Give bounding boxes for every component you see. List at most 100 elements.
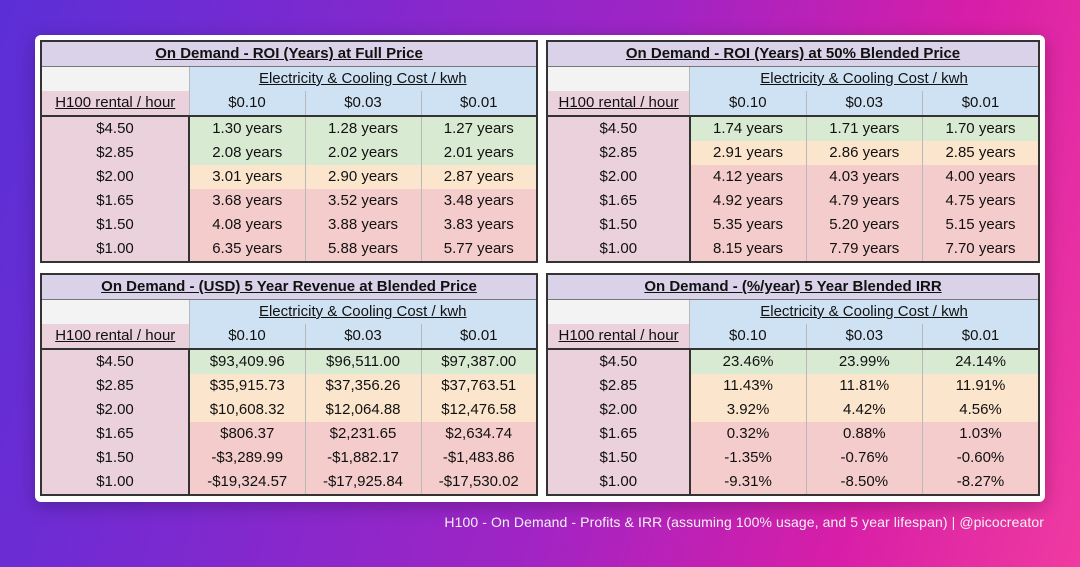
table-title: On Demand - ROI (Years) at Full Price — [41, 41, 538, 67]
cost-column-header: $0.03 — [305, 91, 422, 117]
rental-price-cell: $1.50 — [547, 213, 691, 237]
table-row: $1.65 4.92 years 4.79 years 4.75 years — [547, 189, 1039, 213]
electricity-header-row: Electricity & Cooling Cost / kwh — [547, 299, 1039, 324]
table-row: $2.85 $35,915.73 $37,356.26 $37,763.51 — [41, 374, 537, 398]
value-cell: 1.30 years — [189, 116, 306, 141]
roi-blended-price-table: On Demand - ROI (Years) at 50% Blended P… — [546, 40, 1040, 263]
table-row: $2.00 $10,608.32 $12,064.88 $12,476.58 — [41, 398, 537, 422]
roi-full-price-table: On Demand - ROI (Years) at Full Price Ele… — [40, 40, 539, 263]
table-title-row: On Demand - (%/year) 5 Year Blended IRR — [547, 274, 1039, 300]
table-row: $1.65 3.68 years 3.52 years 3.48 years — [41, 189, 538, 213]
table-row: $2.00 3.92% 4.42% 4.56% — [547, 398, 1039, 422]
value-cell: 4.75 years — [922, 189, 1039, 213]
cost-column-header: $0.10 — [689, 324, 807, 350]
value-cell: -8.27% — [922, 470, 1039, 495]
rental-price-cell: $1.65 — [41, 422, 190, 446]
value-cell: 0.32% — [689, 422, 807, 446]
rental-price-cell: $2.00 — [41, 165, 190, 189]
rental-price-cell: $1.00 — [41, 237, 190, 262]
value-cell: 2.90 years — [305, 165, 422, 189]
revenue-blended-table: On Demand - (USD) 5 Year Revenue at Blen… — [40, 273, 538, 496]
rental-price-cell: $4.50 — [547, 116, 691, 141]
cost-columns-row: H100 rental / hour $0.10 $0.03 $0.01 — [547, 324, 1039, 350]
h100-rental-header: H100 rental / hour — [41, 324, 190, 350]
rental-price-cell: $4.50 — [41, 116, 190, 141]
table-row: $1.00 -9.31% -8.50% -8.27% — [547, 470, 1039, 495]
value-cell: 23.46% — [689, 349, 807, 374]
image-caption: H100 - On Demand - Profits & IRR (assumi… — [444, 514, 1044, 530]
rental-price-cell: $1.00 — [41, 470, 190, 495]
value-cell: 2.08 years — [189, 141, 306, 165]
table-row: $2.85 2.08 years 2.02 years 2.01 years — [41, 141, 538, 165]
value-cell: $2,231.65 — [305, 422, 422, 446]
rental-price-cell: $1.00 — [547, 470, 691, 495]
rental-price-cell: $4.50 — [547, 349, 691, 374]
value-cell: -$19,324.57 — [189, 470, 306, 495]
rental-price-cell: $2.85 — [547, 374, 691, 398]
cost-columns-row: H100 rental / hour $0.10 $0.03 $0.01 — [41, 324, 537, 350]
value-cell: 1.74 years — [689, 116, 807, 141]
electricity-cost-header: Electricity & Cooling Cost / kwh — [189, 66, 538, 91]
value-cell: 8.15 years — [689, 237, 807, 262]
value-cell: 1.27 years — [421, 116, 538, 141]
header-blank-cell — [41, 299, 190, 324]
value-cell: $97,387.00 — [421, 349, 537, 374]
value-cell: 3.01 years — [189, 165, 306, 189]
value-cell: -$3,289.99 — [189, 446, 306, 470]
cost-column-header: $0.01 — [421, 324, 537, 350]
rental-price-cell: $2.85 — [41, 374, 190, 398]
value-cell: 11.81% — [806, 374, 924, 398]
cost-column-header: $0.03 — [806, 324, 924, 350]
tables-card: On Demand - ROI (Years) at Full Price Ele… — [35, 35, 1045, 502]
value-cell: 11.91% — [922, 374, 1039, 398]
table-row: $2.85 2.91 years 2.86 years 2.85 years — [547, 141, 1039, 165]
rental-price-cell: $2.85 — [547, 141, 691, 165]
value-cell: 3.83 years — [421, 213, 538, 237]
cost-column-header: $0.03 — [806, 91, 923, 117]
irr-blended-table: On Demand - (%/year) 5 Year Blended IRR E… — [546, 273, 1040, 496]
header-blank-cell — [547, 299, 691, 324]
value-cell: 4.56% — [922, 398, 1039, 422]
value-cell: 2.86 years — [806, 141, 923, 165]
table-row: $1.00 6.35 years 5.88 years 5.77 years — [41, 237, 538, 262]
value-cell: 2.85 years — [922, 141, 1039, 165]
value-cell: 2.01 years — [421, 141, 538, 165]
value-cell: -8.50% — [806, 470, 924, 495]
table-row: $4.50 23.46% 23.99% 24.14% — [547, 349, 1039, 374]
cost-column-header: $0.01 — [421, 91, 538, 117]
rental-price-cell: $2.00 — [41, 398, 190, 422]
table-row: $1.50 5.35 years 5.20 years 5.15 years — [547, 213, 1039, 237]
table-row: $1.65 0.32% 0.88% 1.03% — [547, 422, 1039, 446]
value-cell: $2,634.74 — [421, 422, 537, 446]
value-cell: -0.60% — [922, 446, 1039, 470]
rental-price-cell: $2.00 — [547, 165, 691, 189]
value-cell: 1.03% — [922, 422, 1039, 446]
value-cell: -1.35% — [689, 446, 807, 470]
value-cell: 7.70 years — [922, 237, 1039, 262]
value-cell: $37,356.26 — [305, 374, 422, 398]
rental-price-cell: $1.50 — [41, 213, 190, 237]
table-row: $1.00 8.15 years 7.79 years 7.70 years — [547, 237, 1039, 262]
value-cell: 1.28 years — [305, 116, 422, 141]
cost-column-header: $0.01 — [922, 91, 1039, 117]
table-row: $1.50 -$3,289.99 -$1,882.17 -$1,483.86 — [41, 446, 537, 470]
value-cell: 4.03 years — [806, 165, 923, 189]
rental-price-cell: $2.85 — [41, 141, 190, 165]
value-cell: 6.35 years — [189, 237, 306, 262]
value-cell: 24.14% — [922, 349, 1039, 374]
cost-columns-row: H100 rental / hour $0.10 $0.03 $0.01 — [547, 91, 1039, 117]
rental-price-cell: $1.50 — [547, 446, 691, 470]
value-cell: -9.31% — [689, 470, 807, 495]
h100-rental-header: H100 rental / hour — [547, 91, 691, 117]
value-cell: $12,476.58 — [421, 398, 537, 422]
table-title: On Demand - ROI (Years) at 50% Blended P… — [547, 41, 1039, 67]
table-title-row: On Demand - ROI (Years) at 50% Blended P… — [547, 41, 1039, 67]
h100-rental-header: H100 rental / hour — [547, 324, 691, 350]
cost-columns-row: H100 rental / hour $0.10 $0.03 $0.01 — [41, 91, 538, 117]
header-blank-cell — [41, 66, 190, 91]
rental-price-cell: $2.00 — [547, 398, 691, 422]
table-row: $1.50 -1.35% -0.76% -0.60% — [547, 446, 1039, 470]
rental-price-cell: $1.00 — [547, 237, 691, 262]
value-cell: $37,763.51 — [421, 374, 537, 398]
value-cell: $12,064.88 — [305, 398, 422, 422]
